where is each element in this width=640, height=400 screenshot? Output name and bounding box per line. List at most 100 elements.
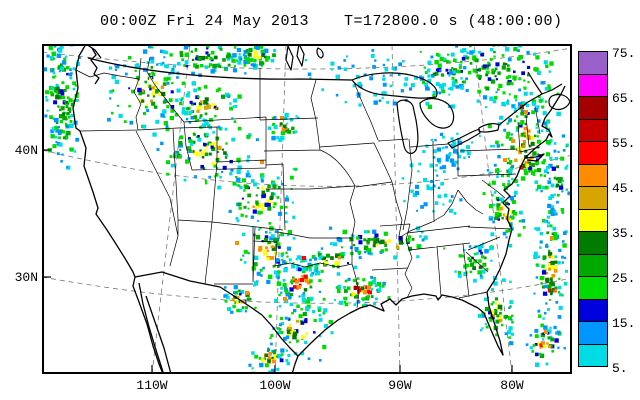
radar-echo bbox=[510, 318, 513, 321]
radar-echo bbox=[154, 105, 158, 109]
radar-echo bbox=[454, 161, 457, 164]
radar-echo bbox=[292, 276, 295, 279]
radar-echo bbox=[213, 143, 217, 147]
radar-echo bbox=[539, 240, 543, 244]
radar-echo bbox=[476, 68, 479, 71]
radar-echo bbox=[320, 269, 324, 273]
map-frame bbox=[42, 44, 572, 374]
radar-echo bbox=[548, 267, 552, 271]
radar-echo bbox=[371, 279, 377, 285]
radar-echo bbox=[199, 64, 204, 68]
radar-echo bbox=[540, 282, 543, 285]
radar-echo bbox=[429, 163, 434, 168]
radar-echo bbox=[245, 49, 250, 53]
radar-echo bbox=[315, 269, 318, 272]
radar-echo bbox=[424, 71, 428, 74]
radar-echo bbox=[447, 72, 450, 75]
radar-echo bbox=[477, 270, 482, 275]
radar-echo bbox=[564, 166, 568, 170]
radar-echo bbox=[550, 212, 555, 217]
radar-echo bbox=[479, 328, 483, 332]
radar-echo bbox=[489, 318, 493, 322]
radar-echo bbox=[219, 175, 222, 179]
radar-echo bbox=[549, 292, 553, 296]
radar-echo bbox=[357, 250, 362, 255]
radar-echo bbox=[423, 202, 428, 207]
radar-echo bbox=[493, 163, 497, 167]
radar-echo bbox=[513, 211, 518, 216]
radar-echo bbox=[302, 267, 307, 272]
radar-echo bbox=[545, 244, 549, 248]
radar-echo bbox=[391, 67, 395, 71]
radar-echo bbox=[66, 166, 69, 169]
radar-echo bbox=[466, 56, 470, 60]
radar-echo bbox=[344, 302, 349, 307]
radar-echo bbox=[287, 229, 292, 235]
radar-echo bbox=[183, 178, 187, 182]
radar-echo bbox=[557, 291, 561, 294]
lon-label-80W: 80W bbox=[500, 378, 524, 393]
radar-echo bbox=[273, 202, 277, 206]
radar-echo bbox=[239, 57, 243, 61]
radar-echo bbox=[204, 105, 209, 110]
radar-echo bbox=[281, 258, 284, 261]
radar-echo bbox=[518, 88, 522, 92]
radar-echo bbox=[185, 64, 189, 68]
radar-echo bbox=[272, 53, 276, 58]
radar-echo bbox=[349, 246, 353, 250]
radar-echo bbox=[75, 137, 80, 142]
radar-echo bbox=[547, 203, 552, 208]
radar-echo bbox=[277, 327, 280, 330]
colorbar-label: 75. bbox=[612, 46, 636, 61]
radar-echo bbox=[163, 121, 168, 126]
radar-echo bbox=[53, 100, 58, 105]
radar-echo bbox=[546, 171, 550, 174]
radar-echo bbox=[513, 47, 518, 52]
radar-echo bbox=[247, 207, 250, 210]
radar-echo bbox=[275, 273, 280, 278]
radar-echo bbox=[317, 306, 322, 311]
radar-echo bbox=[392, 101, 397, 106]
radar-echo bbox=[548, 263, 553, 268]
radar-echo bbox=[239, 292, 242, 296]
radar-echo bbox=[184, 52, 189, 57]
radar-echo bbox=[302, 269, 306, 274]
radar-echo bbox=[416, 209, 419, 212]
radar-echo bbox=[206, 47, 209, 50]
radar-echo bbox=[531, 110, 535, 115]
radar-echo bbox=[543, 311, 547, 315]
radar-echo bbox=[277, 330, 281, 335]
radar-echo bbox=[236, 202, 240, 207]
radar-echo bbox=[289, 302, 293, 307]
radar-echo bbox=[333, 242, 337, 247]
radar-echo bbox=[507, 228, 512, 233]
radar-echo bbox=[484, 64, 489, 69]
radar-echo bbox=[66, 111, 70, 116]
radar-echo bbox=[233, 65, 236, 68]
radar-echo bbox=[260, 49, 265, 54]
radar-echo bbox=[316, 263, 320, 266]
radar-echo bbox=[352, 243, 356, 247]
radar-echo bbox=[212, 63, 217, 69]
radar-echo bbox=[338, 300, 344, 305]
radar-echo bbox=[247, 52, 252, 57]
radar-echo bbox=[246, 60, 251, 64]
radar-echo bbox=[320, 247, 324, 250]
radar-echo bbox=[217, 45, 222, 50]
radar-echo-core bbox=[503, 158, 507, 162]
radar-echo bbox=[201, 123, 206, 128]
radar-echo bbox=[389, 74, 392, 77]
radar-echo bbox=[478, 74, 482, 79]
radar-echo bbox=[58, 136, 61, 140]
radar-echo bbox=[507, 180, 511, 183]
radar-echo bbox=[308, 298, 311, 301]
radar-echo bbox=[50, 86, 55, 90]
radar-echo bbox=[382, 74, 385, 77]
radar-echo bbox=[446, 60, 449, 63]
radar-echo bbox=[188, 121, 192, 124]
radar-echo bbox=[529, 346, 533, 350]
radar-echo bbox=[469, 62, 473, 65]
radar-echo bbox=[540, 189, 543, 193]
radar-echo bbox=[276, 196, 280, 199]
radar-echo bbox=[292, 262, 295, 265]
